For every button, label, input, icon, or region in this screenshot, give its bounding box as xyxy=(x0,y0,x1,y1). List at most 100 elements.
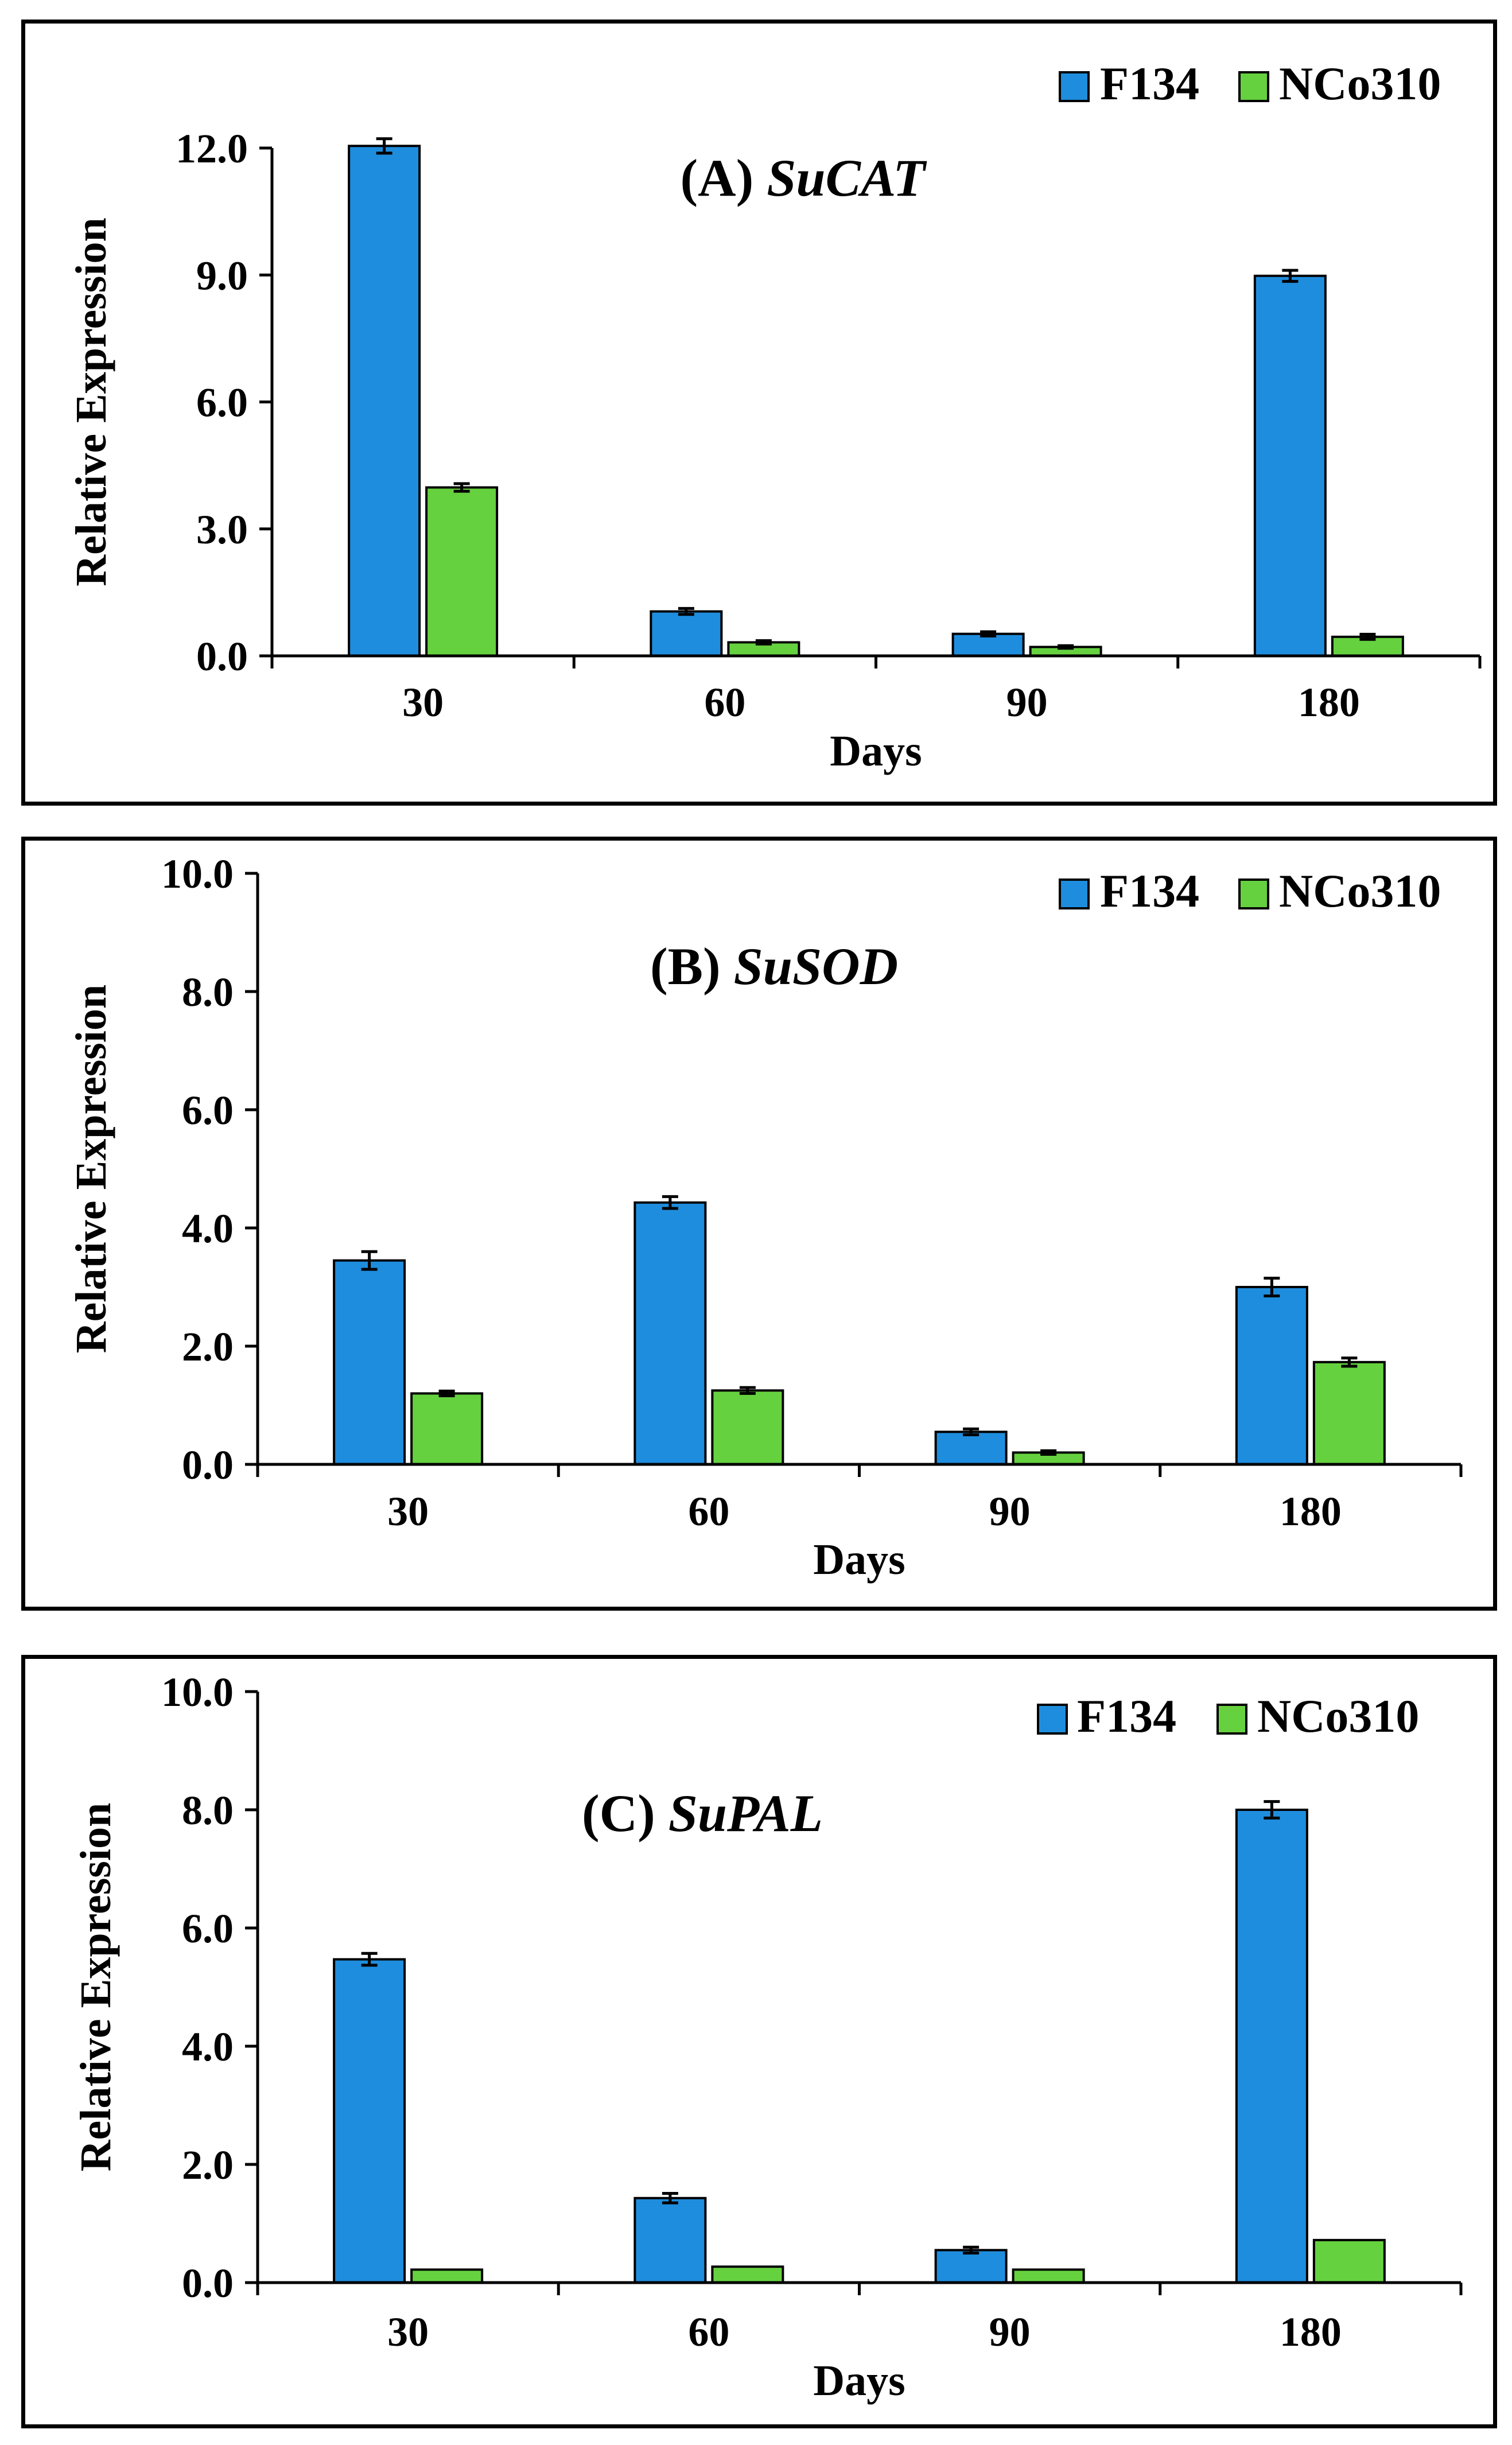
x-tick-label-30: 30 xyxy=(387,1488,429,1534)
error-bar-f134-30 xyxy=(376,137,392,155)
x-tick-label-180: 180 xyxy=(1280,2309,1342,2355)
bar-f134-30 xyxy=(333,1259,406,1466)
y-tick-label: 10.0 xyxy=(161,1669,234,1715)
chart-b-svg: 0.0 2.0 4.0 6.0 8.0 10.0 30 60 90 180 Days Relative… xyxy=(67,851,1463,1584)
legend-label-nco310: NCo310 xyxy=(1279,57,1441,110)
panel-c-supal: 0.0 2.0 4.0 6.0 8.0 10.0 30 60 90 180 Days Relative… xyxy=(21,1655,1497,2428)
x-tick-label-60: 60 xyxy=(688,1488,729,1534)
panel-title-label: (B) xyxy=(650,937,734,996)
error-bar-f134-60 xyxy=(662,1195,678,1210)
y-tick-label: 6.0 xyxy=(196,380,248,426)
error-bar-f134-180 xyxy=(1264,1277,1280,1297)
error-bar-nco310-180 xyxy=(1359,632,1376,641)
legend-label-nco310: NCo310 xyxy=(1279,865,1441,917)
bar-f134-90 xyxy=(934,2249,1008,2284)
bar-nco310-180 xyxy=(1312,1361,1386,1466)
legend-label-nco310: NCo310 xyxy=(1257,1690,1419,1742)
x-axis-title: Days xyxy=(813,2357,905,2405)
y-tick-label: 0.0 xyxy=(182,2260,234,2306)
legend-swatch-f134 xyxy=(1059,71,1090,102)
error-bar-f134-90 xyxy=(963,1427,980,1436)
bar-f134-180 xyxy=(1235,1286,1308,1466)
panel-title-gene: SuSOD xyxy=(734,937,898,996)
error-bar-f134-60 xyxy=(678,607,694,616)
error-bar-nco310-60 xyxy=(755,639,772,646)
y-axis-title: Relative Expression xyxy=(67,985,115,1353)
legend: F134 NCo310 xyxy=(1059,865,1441,917)
legend-swatch-nco310 xyxy=(1216,1704,1247,1735)
y-tick-label: 9.0 xyxy=(196,252,248,298)
legend-swatch-nco310 xyxy=(1238,879,1269,909)
panel-title-label: (C) xyxy=(582,1784,668,1843)
bar-f134-60 xyxy=(650,610,723,657)
x-tick-label-90: 90 xyxy=(1006,679,1048,725)
y-tick-label: 4.0 xyxy=(182,1206,234,1251)
x-axis-title: Days xyxy=(830,727,922,775)
bar-f134-60 xyxy=(633,1201,707,1466)
y-tick-label: 8.0 xyxy=(182,1787,234,1833)
error-bar-f134-30 xyxy=(361,1952,378,1967)
panel-title-gene: SuCAT xyxy=(767,149,927,207)
y-tick-label: 8.0 xyxy=(182,969,234,1015)
y-axis-title: Relative Expression xyxy=(72,1803,120,2171)
error-bar-nco310-90 xyxy=(1040,1449,1057,1456)
error-bar-f134-180 xyxy=(1264,1800,1280,1820)
bar-nco310-30 xyxy=(410,2268,484,2284)
bar-nco310-90 xyxy=(1012,2268,1085,2284)
x-tick-label-180: 180 xyxy=(1280,1488,1342,1534)
y-tick-label: 0.0 xyxy=(182,1442,234,1488)
bar-nco310-60 xyxy=(711,2265,784,2284)
bar-nco310-30 xyxy=(410,1392,484,1466)
error-bar-nco310-60 xyxy=(739,1386,756,1395)
error-bar-f134-60 xyxy=(662,2191,678,2205)
bar-f134-90 xyxy=(934,1431,1008,1466)
x-tick-label-60: 60 xyxy=(688,2309,729,2355)
bar-nco310-180 xyxy=(1312,2238,1386,2284)
bar-f134-30 xyxy=(348,145,421,657)
x-tick-label-60: 60 xyxy=(704,679,745,725)
bar-f134-180 xyxy=(1253,274,1327,658)
y-tick-label: 4.0 xyxy=(182,2024,234,2070)
panel-a-sucat: 0.0 3.0 6.0 9.0 12.0 30 60 90 180 Days Relative Ex… xyxy=(21,20,1497,806)
bar-f134-60 xyxy=(633,2197,707,2284)
panel-title: (C) SuPAL xyxy=(582,1784,823,1843)
bar-nco310-30 xyxy=(425,486,499,657)
legend: F134 NCo310 xyxy=(1037,1690,1419,1742)
legend-swatch-nco310 xyxy=(1238,71,1269,102)
chart-a-svg: 0.0 3.0 6.0 9.0 12.0 30 60 90 180 Days Relative Ex… xyxy=(67,57,1482,775)
x-tick-label-30: 30 xyxy=(402,679,444,725)
y-tick-label: 2.0 xyxy=(182,2142,234,2188)
error-bar-f134-90 xyxy=(963,2245,980,2254)
y-axis-title: Relative Expression xyxy=(67,217,115,586)
y-tick-label: 10.0 xyxy=(161,851,234,897)
legend-label-f134: F134 xyxy=(1100,865,1199,917)
bar-f134-180 xyxy=(1235,1809,1308,2284)
panel-title: (A) SuCAT xyxy=(681,149,928,207)
chart-c-svg: 0.0 2.0 4.0 6.0 8.0 10.0 30 60 90 180 Days Relative… xyxy=(72,1669,1463,2405)
error-bar-f134-180 xyxy=(1282,269,1299,283)
error-bar-nco310-30 xyxy=(453,482,470,493)
y-tick-label: 2.0 xyxy=(182,1324,234,1370)
bar-nco310-60 xyxy=(711,1389,784,1466)
legend-label-f134: F134 xyxy=(1100,57,1199,110)
x-axis-title: Days xyxy=(813,1536,905,1584)
y-tick-label: 6.0 xyxy=(182,1087,234,1133)
x-tick-label-30: 30 xyxy=(387,2309,429,2355)
legend-swatch-f134 xyxy=(1059,879,1090,909)
panel-title-gene: SuPAL xyxy=(668,1784,823,1843)
error-bar-nco310-30 xyxy=(438,1389,455,1398)
error-bar-f134-90 xyxy=(980,630,997,638)
error-bar-nco310-90 xyxy=(1058,644,1074,650)
legend: F134 NCo310 xyxy=(1059,57,1441,110)
bar-f134-30 xyxy=(333,1958,406,2284)
legend-swatch-f134 xyxy=(1037,1704,1068,1735)
panel-b-susod: 0.0 2.0 4.0 6.0 8.0 10.0 30 60 90 180 Days Relative… xyxy=(21,837,1497,1611)
y-tick-label: 3.0 xyxy=(196,507,248,553)
error-bar-f134-30 xyxy=(361,1250,378,1271)
y-tick-label: 0.0 xyxy=(196,633,248,679)
y-tick-label: 12.0 xyxy=(176,126,248,172)
panel-title: (B) SuSOD xyxy=(650,937,898,996)
x-tick-label-90: 90 xyxy=(989,2309,1031,2355)
x-tick-label-180: 180 xyxy=(1298,679,1360,725)
error-bar-nco310-180 xyxy=(1341,1356,1358,1368)
